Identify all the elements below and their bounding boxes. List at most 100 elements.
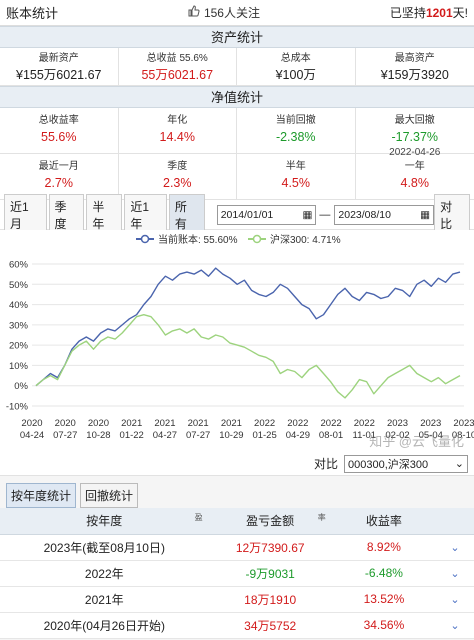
netvalue-stat-value: 4.8% <box>400 176 430 190</box>
watermark: 知乎 @云飞量化 <box>369 434 464 449</box>
compare-select[interactable]: 000300,沪深300 ⌄ <box>344 454 468 473</box>
x-tick-date: 01-25 <box>252 430 276 441</box>
stats-tabs: 按年度统计 回撤统计 <box>0 482 474 508</box>
x-tick-date: 07-27 <box>186 430 210 441</box>
asset-section-heading: 资产统计 <box>0 26 474 48</box>
double-chevron-down-icon: ⌄ <box>450 594 460 606</box>
table-row[interactable]: 2022年 -9万9031 -6.48% ⌄ <box>0 560 474 587</box>
x-tick-year: 2021 <box>154 418 175 429</box>
netvalue-stat: 一年 4.8% <box>355 154 474 200</box>
x-tick-year: 2022 <box>287 418 308 429</box>
double-chevron-down-icon: ⌄ <box>450 620 460 632</box>
x-tick-year: 2023 <box>387 418 408 429</box>
year-cell: 2023年(截至08月10日) <box>0 534 209 561</box>
x-tick-year: 2020 <box>88 418 109 429</box>
compare-button[interactable]: 对比 <box>434 193 470 236</box>
pnl-cell: 18万1910 <box>208 586 332 613</box>
rate-cell: 34.56% <box>331 612 437 639</box>
expand-row-button[interactable]: ⌄ <box>436 586 474 613</box>
netvalue-stat-label: 季度 <box>167 161 188 172</box>
legend-label: 沪深300: 4.71% <box>270 233 341 246</box>
netvalue-stat-value: 55.6% <box>41 130 77 144</box>
start-date-input[interactable]: 2014/01/01 ▦ <box>216 204 317 225</box>
double-chevron-down-icon: ⌄ <box>450 568 460 580</box>
netvalue-stat: 半年 4.5% <box>237 154 356 200</box>
thumbs-up-icon <box>188 5 200 20</box>
x-tick-year: 2020 <box>55 418 76 429</box>
x-tick-date: 10-28 <box>86 430 110 441</box>
tab-drawdown[interactable]: 回撤统计 <box>80 482 139 508</box>
chevron-down-icon: ⌄ <box>454 458 464 470</box>
netvalue-stat-value: 14.4% <box>159 130 195 144</box>
rate-cell: 8.92% <box>331 534 437 561</box>
netvalue-stat-label: 当前回撤 <box>275 115 316 126</box>
x-tick-year: 2020 <box>21 418 42 429</box>
expand-row-button[interactable]: ⌄ <box>436 534 474 561</box>
asset-stat-label: 最新资产 <box>38 53 79 64</box>
range-button[interactable]: 季度 <box>48 193 85 236</box>
x-tick-date: 08-10 <box>452 430 474 441</box>
netvalue-stats: 总收益率 55.6% 年化 14.4% 当前回撤 -2.38% 最大回撤 -17.37% 202… <box>0 108 474 200</box>
x-tick-date: 11-01 <box>353 430 377 441</box>
asset-stat-value: 55万6021.67 <box>141 68 214 82</box>
net-value-chart: 当前账本: 55.60% 沪深300: 4.71% 60% 50% 40% 30% 20% 1… <box>0 230 474 452</box>
asset-stat: 总收益 55.6% 55万6021.67 <box>118 48 237 86</box>
y-tick-label: 50% <box>9 280 29 291</box>
netvalue-section-heading: 净值统计 <box>0 86 474 108</box>
col-pnl: 盈亏金额率 <box>208 508 332 535</box>
sort-icon[interactable]: 率 <box>317 513 326 522</box>
x-tick-date: 02-02 <box>385 430 409 441</box>
netvalue-stat-label: 年化 <box>167 115 188 126</box>
pnl-cell: -9万9031 <box>208 560 332 587</box>
range-button[interactable]: 半年 <box>86 193 123 236</box>
asset-stat-value: ¥100万 <box>275 68 316 82</box>
top-bar: 账本统计 156人关注 已坚持1201天! <box>0 0 474 26</box>
compare-label: 对比 <box>313 457 338 471</box>
netvalue-stat: 最大回撤 -17.37% 2022-04-26 <box>355 108 474 158</box>
calendar-icon: ▦ <box>302 208 313 221</box>
expand-row-button[interactable]: ⌄ <box>436 612 474 639</box>
asset-stat-label: 总收益 55.6% <box>146 53 208 64</box>
netvalue-stat-value: -17.37% <box>391 130 439 144</box>
x-tick-year: 2022 <box>254 418 275 429</box>
pnl-cell: 34万5752 <box>208 612 332 639</box>
chart-svg: 当前账本: 55.60% 沪深300: 4.71% 60% 50% 40% 30% 20% 1… <box>6 233 474 441</box>
y-tick-label: 30% <box>9 320 29 331</box>
date-separator: — <box>319 208 331 221</box>
persist-days: 已坚持1201天! <box>389 6 468 20</box>
asset-stat: 总成本 ¥100万 <box>237 48 356 86</box>
netvalue-stat-date: 2022-04-26 <box>389 147 441 158</box>
x-tick-date: 04-24 <box>20 430 44 441</box>
asset-stat-label: 总成本 <box>280 53 311 64</box>
calendar-icon: ▦ <box>420 208 431 221</box>
table-row[interactable]: 2021年 18万1910 13.52% ⌄ <box>0 586 474 613</box>
y-tick-label: 10% <box>9 361 29 372</box>
x-tick-year: 2021 <box>221 418 242 429</box>
follow-button[interactable]: 156人关注 <box>188 4 260 21</box>
table-row[interactable]: 2023年(截至08月10日) 12万7390.67 8.92% ⌄ <box>0 534 474 561</box>
asset-stats: 最新资产 ¥155万6021.67 总收益 55.6% 55万6021.67 总成本 ¥1… <box>0 48 474 86</box>
table-row[interactable]: 2020年(04月26日开始) 34万5752 34.56% ⌄ <box>0 612 474 639</box>
legend-marker <box>252 234 262 244</box>
range-button[interactable]: 所有 <box>168 193 205 236</box>
x-tick-date: 08-01 <box>319 430 343 441</box>
year-cell: 2022年 <box>0 560 209 587</box>
y-tick-label: 0% <box>14 381 28 392</box>
range-button[interactable]: 近1年 <box>124 193 167 236</box>
rate-cell: -6.48% <box>331 560 437 587</box>
range-button[interactable]: 近1月 <box>4 193 47 236</box>
tab-yearly[interactable]: 按年度统计 <box>6 482 77 508</box>
sort-icon[interactable]: 盈 <box>194 513 203 522</box>
netvalue-stat-value: 4.5% <box>281 176 311 190</box>
asset-stat-value: ¥155万6021.67 <box>16 68 102 82</box>
pnl-cell: 12万7390.67 <box>208 534 332 561</box>
netvalue-stat: 年化 14.4% <box>118 108 237 154</box>
compare-row: 对比 000300,沪深300 ⌄ <box>0 452 474 476</box>
y-tick-label: 60% <box>9 260 29 271</box>
end-date-input[interactable]: 2023/08/10 ▦ <box>334 204 435 225</box>
x-tick-date: 04-27 <box>153 430 177 441</box>
y-tick-label: 40% <box>9 300 29 311</box>
expand-row-button[interactable]: ⌄ <box>436 560 474 587</box>
x-tick-year: 2022 <box>354 418 375 429</box>
netvalue-stat-value: 2.3% <box>163 176 192 190</box>
